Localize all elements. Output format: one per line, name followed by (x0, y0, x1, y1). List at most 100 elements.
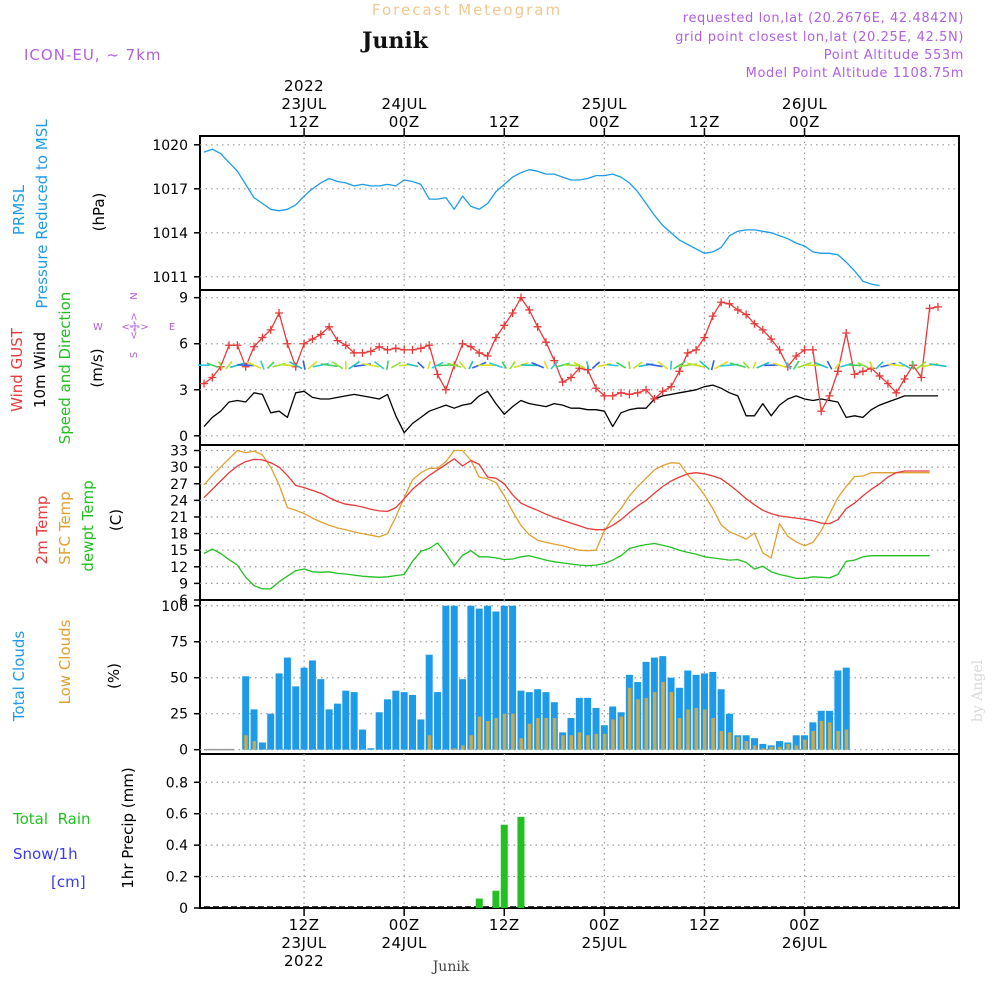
gust-marker (808, 345, 817, 354)
total-cloud-bar (442, 605, 450, 750)
y-tick-label: 24 (170, 493, 188, 509)
x-tick-label-top: 00Z (589, 113, 620, 131)
temp2m-line (203, 458, 930, 531)
gust-marker (366, 347, 375, 356)
gust-marker (717, 298, 726, 307)
temperature-panel (199, 444, 960, 601)
total-cloud-bar (275, 673, 283, 750)
low-cloud-bar (244, 735, 248, 750)
compass-rose: N S W E <-|-> <-|-> (93, 292, 175, 358)
total-cloud-bar (383, 699, 391, 750)
gust-marker (275, 309, 284, 318)
low-cloud-bar (677, 718, 682, 750)
low-cloud-bar (544, 718, 548, 750)
gust-marker (491, 333, 500, 342)
total-cloud-bar (425, 654, 433, 750)
model-altitude: Model Point Altitude 1108.75m (746, 66, 964, 81)
wind-direction-arrow (591, 361, 601, 370)
wind-direction-arrow (573, 361, 586, 369)
x-tick-label-top: 00Z (389, 113, 420, 131)
low-cloud-bar (594, 733, 599, 750)
wind-direction-arrow (742, 361, 750, 369)
x-tick-label-bottom: 26JUL (782, 934, 827, 952)
y-tick-label: 50 (170, 671, 188, 687)
low-cloud-bar (452, 748, 457, 750)
location-title: Junik (360, 28, 429, 54)
total-cloud-bar (842, 667, 850, 750)
wind-direction-arrow (756, 361, 770, 369)
wind-speed-line (203, 384, 938, 434)
wind-direction-arrow (916, 360, 927, 370)
x-tick-label-top: 26JUL (782, 95, 827, 113)
low-cloud-bar (686, 709, 690, 750)
gust-marker (533, 322, 542, 331)
gust-marker (375, 342, 384, 351)
total-cloud-bar (367, 748, 375, 750)
gust-marker (558, 378, 567, 387)
total-cloud-bar (392, 690, 400, 750)
gust-marker (516, 293, 525, 302)
compass-cross-v: <-|-> (129, 312, 140, 339)
gust-marker (767, 335, 776, 344)
wind-direction-arrow (729, 362, 746, 369)
low-cloud-bar (461, 745, 465, 750)
low-cloud-bar (561, 735, 565, 750)
gust-marker (750, 319, 759, 328)
wind-direction-arrow (386, 360, 389, 370)
x-tick-label-bottom: 23JUL (281, 934, 326, 952)
rain-bar (492, 890, 500, 908)
x-tick-label-top: 00Z (789, 113, 820, 131)
total-cloud-bar (400, 692, 408, 750)
total-cloud-bar (350, 692, 358, 750)
credit-watermark: by Angel (970, 659, 986, 722)
gust-marker (441, 385, 450, 394)
wind-direction-arrow (847, 364, 862, 367)
total-cloud-bar (500, 605, 508, 750)
total-cloud-bar (333, 703, 341, 750)
gust-marker (700, 333, 709, 342)
total-cloud-bar (308, 660, 316, 750)
gust-marker (775, 345, 784, 354)
compass-cross-h: <-|-> (121, 322, 148, 333)
total-cloud-bar (575, 697, 583, 750)
gust-marker (483, 351, 492, 360)
wind-direction-arrow (669, 360, 673, 370)
gust-marker (875, 371, 884, 380)
wind-direction-arrow (331, 361, 344, 370)
wind-direction-arrow (217, 361, 224, 370)
total-cloud-bar (567, 718, 575, 750)
wind-direction-arrow (543, 361, 549, 370)
x-tick-label-bottom: 25JUL (582, 934, 627, 952)
low-cloud-bar (761, 748, 765, 750)
low-cloud-bar (569, 735, 573, 750)
gust-marker (475, 348, 484, 357)
sfc-temp-line (203, 449, 930, 559)
pressure-panel (199, 135, 960, 291)
y-tick-label: 1014 (152, 226, 188, 242)
total-cloud-bar (325, 709, 333, 750)
gust-marker (316, 330, 325, 339)
gust-marker (692, 345, 701, 354)
gust-marker (508, 309, 517, 318)
gust-marker (892, 388, 901, 397)
low-cloud-bar (744, 741, 749, 750)
low-cloud-bar (803, 739, 807, 750)
product-title: Forecast Meteogram (372, 1, 562, 19)
total-cloud-bar (283, 657, 291, 750)
wind-direction-arrow (531, 361, 545, 369)
low-cloud-bar (811, 730, 815, 750)
wind-direction-arrow (348, 360, 360, 370)
y-tick-label: 12 (170, 560, 188, 576)
total-cloud-bar (709, 671, 717, 750)
wind-direction-arrow (501, 361, 508, 370)
gust-marker (683, 348, 692, 357)
wind-direction-arrow (880, 362, 896, 368)
total-cloud-bar (342, 690, 350, 750)
total-cloud-bar (459, 679, 467, 750)
wind-direction-arrow (362, 362, 380, 368)
gust-marker (525, 305, 534, 314)
pressure-label: PRMSL Pressure Reduced to MSL (hPa) (10, 119, 108, 309)
low-cloud-bar (844, 729, 849, 750)
y-tick-label: 25 (170, 707, 188, 723)
